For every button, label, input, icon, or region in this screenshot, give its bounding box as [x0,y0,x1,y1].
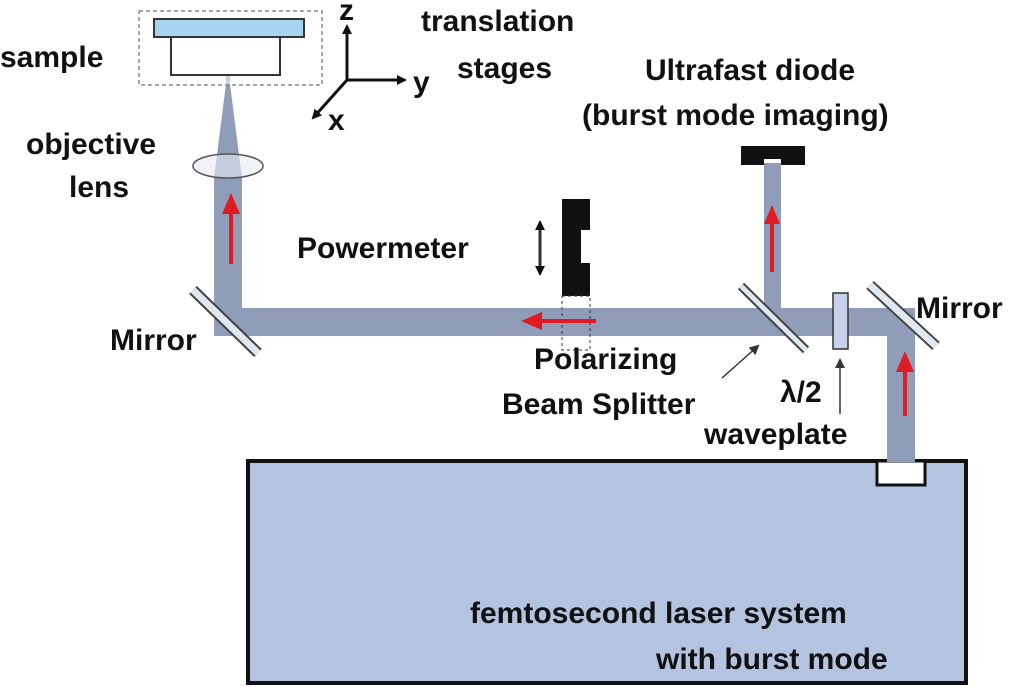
mirror-left-label: Mirror [110,324,197,357]
objective-lens-icon [192,153,264,179]
beam-direction-arrows [222,193,914,416]
axis-y-label: y [413,66,430,99]
diode-icon [741,146,805,165]
diode-label-line2: (burst mode imaging) [582,99,889,132]
mirror-right-face [867,282,939,349]
powermeter-label: Powermeter [297,232,469,265]
beam-splitter-face [739,284,808,352]
powermeter-icon [562,199,590,296]
red-arrow-diode-beam-head [764,205,780,224]
mirror-left-face [190,287,261,356]
waveplate-icon [832,292,849,350]
stages-label-line1: translation [421,5,574,38]
laser-label-line2: with burst mode [655,643,888,676]
waveplate-label-line2: waveplate [703,418,847,451]
sample-holder [170,36,281,76]
objective-label-line1: objective [26,128,156,161]
stage-dashed-frame [138,10,323,86]
axis-x-arrow [311,78,349,120]
sample-label: sample [0,41,103,74]
beam-splitter-pointer [721,344,760,379]
sample-plate [153,18,305,38]
laser-system-box [246,459,968,685]
axis-x-label: x [328,104,345,137]
red-arrow-left-beam-head [222,193,240,214]
diode-label-line1: Ultrafast diode [645,54,855,87]
red-arrow-right-beam-head [896,351,914,372]
mirror-right-label: Mirror [916,292,1003,325]
laser-output-port [875,459,927,487]
stages-label-line2: stages [457,52,552,85]
waveplate-label-line1: λ/2 [780,376,822,409]
axis-z-label: z [339,0,354,27]
laser-label-line1: femtosecond laser system [470,597,847,630]
pbs-label-line1: Polarizing [534,343,677,376]
objective-label-line2: lens [69,171,129,204]
pbs-label-line2: Beam Splitter [502,388,696,421]
red-arrow-horizontal-head [521,312,542,330]
